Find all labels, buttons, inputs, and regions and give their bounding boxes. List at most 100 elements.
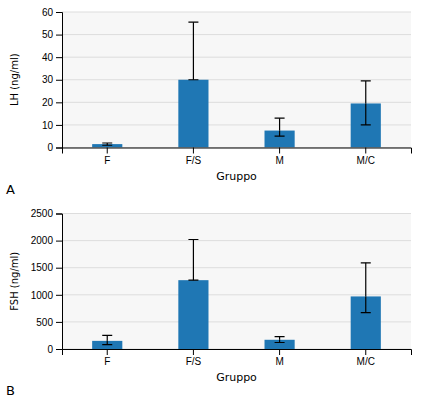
y-tick-label: 1000: [31, 290, 54, 301]
grid: [62, 12, 411, 148]
grid-line: [62, 79, 411, 80]
error-bar-upper: [365, 263, 366, 297]
y-tick: 30: [42, 74, 62, 85]
x-tick-mark: [107, 349, 108, 355]
y-tick: 1500: [31, 262, 62, 273]
bar: [265, 131, 295, 148]
panel: FF/SMM/C0102030405060GruppoLH (ng/ml)A: [6, 7, 412, 197]
x-tick: F/S: [186, 349, 202, 367]
y-tick-label: 0: [47, 344, 53, 355]
panel-label: B: [6, 383, 15, 398]
grid-line: [62, 34, 411, 35]
axis-line: [56, 13, 63, 149]
y-tick-mark: [56, 148, 62, 149]
x-tick-mark: [365, 148, 366, 154]
bar: [92, 144, 122, 147]
error-bar-lower-cap: [102, 145, 112, 146]
y-tick: 40: [42, 52, 62, 63]
y-tick-mark: [56, 125, 62, 126]
x-tick-mark: [279, 349, 280, 355]
grid-line: [62, 12, 411, 13]
y-axis-title: FSH (ng/ml): [9, 252, 20, 311]
x-axis-title: Gruppo: [216, 371, 257, 384]
error-bar-upper-cap: [275, 118, 285, 119]
x-tick-mark: [193, 349, 194, 355]
y-tick: 0: [47, 344, 62, 355]
error-bar-upper: [193, 22, 194, 80]
y-tick: 2500: [31, 208, 62, 219]
x-axis: F F/S M M/C: [63, 148, 412, 166]
y-tick-label: 20: [42, 97, 54, 108]
y-tick-label: 2000: [31, 235, 54, 246]
error-bar-lower-cap: [361, 124, 371, 125]
y-tick-mark: [56, 80, 62, 81]
x-tick-mark: [365, 349, 366, 355]
chart: FF/SMM/C0102030405060GruppoLH (ng/ml)AFF…: [0, 0, 425, 403]
y-tick-label: 50: [42, 29, 54, 40]
x-tick-label: M: [275, 155, 283, 166]
x-tick-label: F/S: [186, 356, 202, 367]
y-tick-mark: [56, 12, 62, 13]
error-bar-lower: [279, 131, 280, 137]
y-tick: 2000: [31, 235, 62, 246]
x-tick: F: [104, 349, 110, 367]
x-tick: F: [104, 148, 110, 166]
x-tick-label: F/S: [186, 155, 202, 166]
y-tick-mark: [56, 349, 62, 350]
y-tick-label: 40: [42, 52, 54, 63]
grid-line: [62, 102, 411, 103]
panel: F F/S M M/C 0 500 1000 1500 2000 2500 Gruppo FSH (n…: [6, 208, 412, 398]
y-tick-label: 10: [42, 120, 54, 131]
y-tick-label: 1500: [31, 262, 54, 273]
x-tick-label: M/C: [357, 356, 375, 367]
x-tick: F/S: [186, 148, 202, 166]
y-tick: 10: [42, 120, 62, 131]
grid-line: [62, 294, 411, 295]
error-bar-lower-cap: [188, 79, 198, 80]
y-tick-mark: [56, 241, 62, 242]
panel-label: A: [6, 182, 15, 197]
error-bar-upper: [279, 118, 280, 130]
plot-background: [62, 214, 411, 350]
bar: [178, 80, 208, 148]
bar: [92, 341, 122, 349]
x-tick-mark: [107, 148, 108, 154]
grid-line: [62, 57, 411, 58]
error-bar-lower-cap: [188, 280, 198, 281]
error-bar-lower-cap: [102, 344, 112, 345]
grid-line: [62, 240, 411, 241]
plot-background: [62, 12, 411, 148]
y-tick-label: 30: [42, 74, 54, 85]
error-bar-upper-cap: [188, 239, 198, 240]
y-tick: 500: [36, 317, 62, 328]
y-tick-mark: [56, 35, 62, 36]
axis-line: [63, 350, 412, 356]
y-tick-mark: [56, 322, 62, 323]
y-tick-label: 60: [42, 7, 54, 18]
x-axis: F F/S M M/C: [63, 349, 412, 367]
x-tick-label: M/C: [357, 155, 375, 166]
error-bar-upper-cap: [102, 142, 112, 143]
y-tick-mark: [56, 102, 62, 103]
error-bar-lower: [365, 296, 366, 312]
bar: [265, 340, 295, 349]
y-tick-mark: [56, 268, 62, 269]
error-bar-upper-cap: [275, 336, 285, 337]
error-bar-lower-cap: [275, 136, 285, 137]
error-bar-upper: [365, 81, 366, 104]
y-tick: 60: [42, 7, 62, 18]
x-tick-label: F: [104, 155, 110, 166]
x-tick-label: F: [104, 356, 110, 367]
marks: [92, 240, 381, 349]
y-tick-label: 2500: [31, 208, 54, 219]
grid: [62, 214, 411, 350]
y-tick-label: 0: [47, 142, 53, 153]
y-tick: 50: [42, 29, 62, 40]
axis-line: [63, 148, 412, 154]
y-axis: 0 10 20 30 40 50 60: [42, 7, 63, 154]
error-bar-upper-cap: [361, 80, 371, 81]
y-tick-mark: [56, 295, 62, 296]
x-tick-mark: [193, 148, 194, 154]
x-tick-label: M: [275, 356, 283, 367]
error-bar-upper-cap: [188, 22, 198, 23]
